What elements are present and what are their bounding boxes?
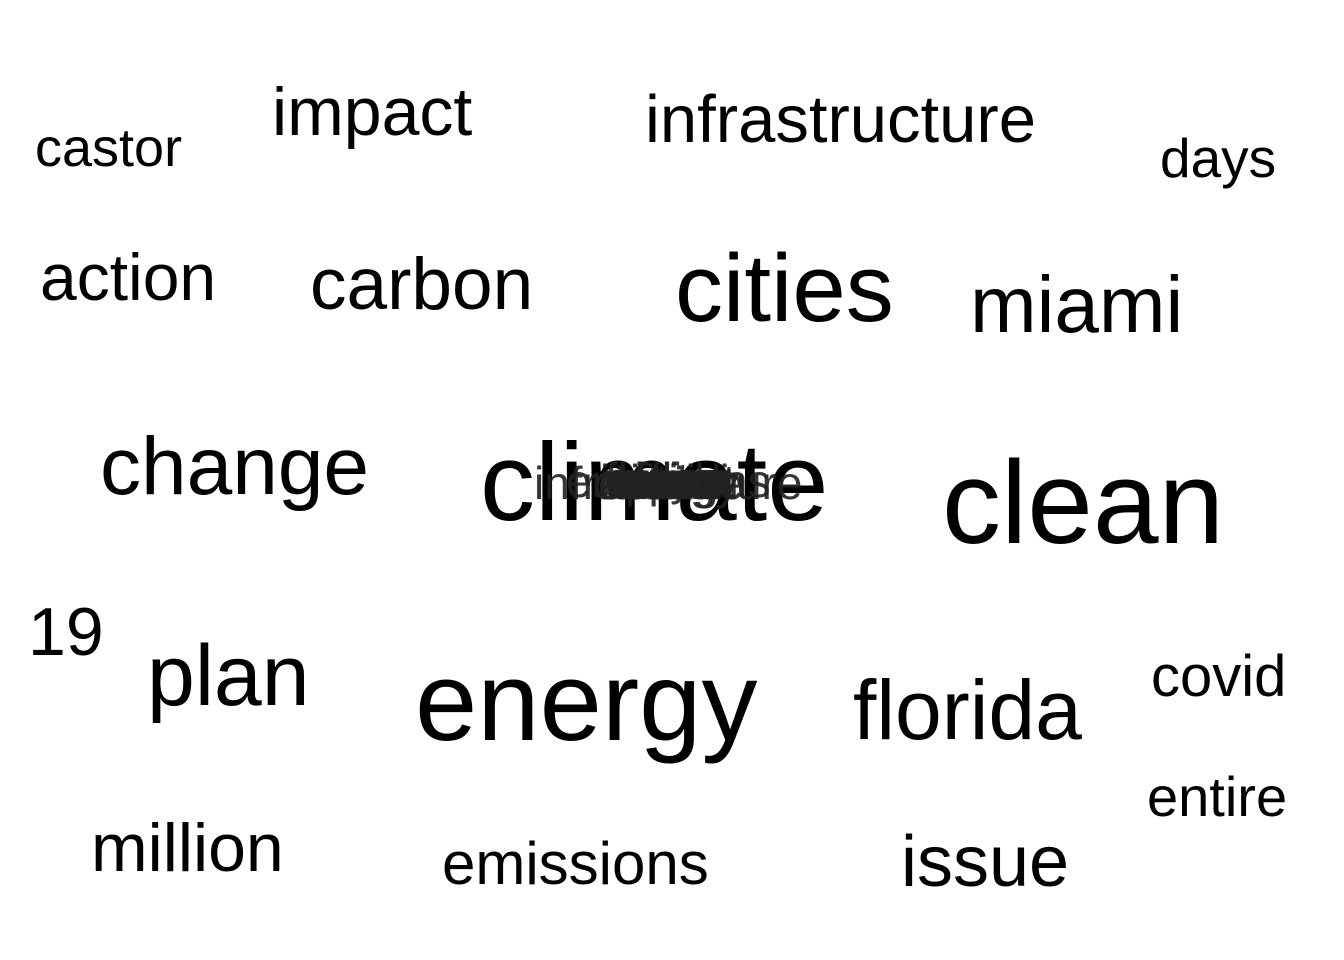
word-impact: impact xyxy=(272,74,473,150)
word-climate: climate xyxy=(480,421,829,544)
word-carbon: carbon xyxy=(310,244,534,325)
overlap-word-florida: florida xyxy=(605,453,731,505)
overlap-word-impact: impact xyxy=(600,455,736,507)
word-plan: plan xyxy=(147,628,310,724)
overlap-word-issue: issue xyxy=(614,457,722,509)
word-florida: florida xyxy=(853,663,1082,757)
word-emissions: emissions xyxy=(442,830,709,897)
overlap-word-clean: clean xyxy=(613,453,723,505)
overlap-word-cities: cities xyxy=(616,453,721,505)
overlap-word-entire: entire xyxy=(610,457,726,509)
word-19: 19 xyxy=(28,594,104,670)
overlap-word-million: million xyxy=(603,453,734,505)
word-castor: castor xyxy=(35,118,183,178)
overlap-word-action: action xyxy=(607,455,730,507)
word-entire: entire xyxy=(1147,765,1288,828)
overlap-word-days: days xyxy=(619,453,717,505)
overlap-word-carbon: carbon xyxy=(598,457,739,509)
word-days: days xyxy=(1160,127,1277,189)
overlap-word-infrastructure: infrastructure xyxy=(534,457,803,509)
overlap-word-change: change xyxy=(593,457,744,509)
word-energy: energy xyxy=(415,639,758,764)
word-covid: covid xyxy=(1151,644,1287,709)
word-change: change xyxy=(100,421,370,512)
word-clean: clean xyxy=(942,437,1225,569)
word-cities: cities xyxy=(675,235,894,342)
word-miami: miami xyxy=(970,260,1184,349)
overlap-word-plan: plan xyxy=(625,455,712,507)
overlap-word-emissions: emissions xyxy=(566,455,771,507)
word-million: million xyxy=(91,810,284,886)
word-infrastructure: infrastructure xyxy=(645,82,1036,157)
overlap-word-miami: miami xyxy=(607,455,730,507)
overlap-word-energy: energy xyxy=(598,457,739,509)
word-issue: issue xyxy=(901,822,1070,902)
overlap-word-castor: castor xyxy=(605,453,731,505)
word-action: action xyxy=(40,240,217,314)
overlap-word-covid: covid xyxy=(614,455,722,507)
